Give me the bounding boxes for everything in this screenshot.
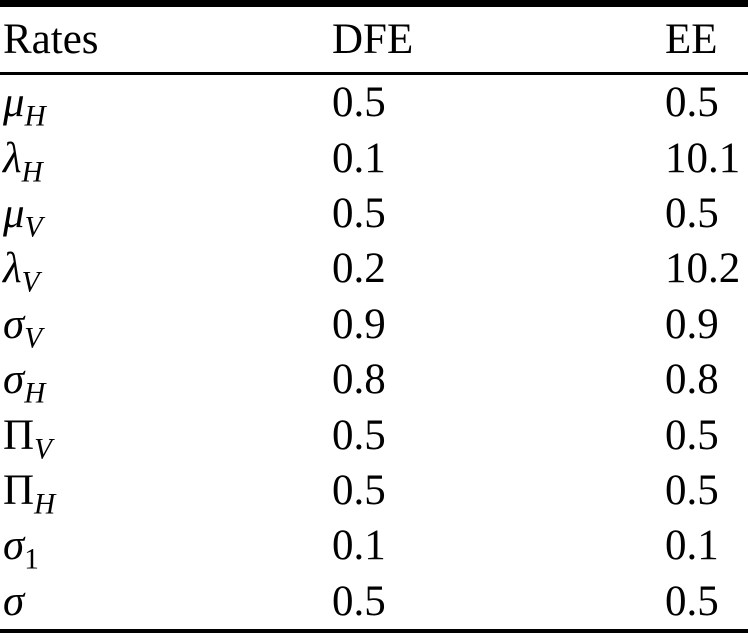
- table-row: σ 0.5 0.5: [0, 574, 748, 629]
- rate-symbol: λH: [0, 134, 332, 187]
- dfe-value: 0.5: [332, 466, 386, 514]
- rate-symbol: σ: [0, 577, 332, 626]
- rate-symbol: ΠV: [0, 411, 332, 464]
- rate-symbol-letter: σ: [3, 522, 25, 570]
- ee-value: 0.5: [665, 189, 719, 237]
- table-body: μH 0.5 0.5 λH 0.1 10.1 μV 0.5 0.5 λV 0.2…: [0, 75, 748, 629]
- rate-symbol-subscript: V: [24, 322, 43, 355]
- table-bottom-rule: [0, 628, 748, 633]
- table-row: λV 0.2 10.2: [0, 241, 748, 297]
- table-row: ΠV 0.5 0.5: [0, 407, 748, 464]
- rate-symbol-subscript: 1: [24, 543, 39, 576]
- dfe-value: 0.5: [332, 189, 386, 237]
- dfe-value: 0.5: [332, 411, 386, 459]
- dfe-value: 0.8: [332, 356, 386, 404]
- rate-symbol-letter: μ: [3, 189, 25, 237]
- rate-symbol-subscript: H: [21, 156, 43, 189]
- rate-symbol-subscript: V: [21, 266, 40, 299]
- table-row: σV 0.9 0.9: [0, 297, 748, 353]
- rate-symbol: λV: [0, 244, 332, 297]
- dfe-value: 0.1: [332, 522, 386, 570]
- ee-value: 0.9: [665, 300, 719, 348]
- dfe-value: 0.5: [332, 79, 386, 127]
- column-header-dfe: DFE: [332, 16, 414, 63]
- rate-symbol-letter: μ: [3, 79, 25, 127]
- rate-symbol-subscript: H: [24, 100, 46, 133]
- ee-value: 0.8: [665, 356, 719, 404]
- table-row: μV 0.5 0.5: [0, 186, 748, 242]
- rate-symbol-letter: λ: [3, 245, 22, 293]
- rate-symbol-letter: σ: [3, 300, 25, 348]
- ee-value: 0.5: [665, 79, 719, 127]
- table-header-row: Rates DFE EE: [0, 7, 748, 72]
- ee-value: 0.5: [665, 577, 719, 625]
- dfe-value: 0.5: [332, 577, 386, 625]
- rate-symbol-letter: σ: [3, 577, 25, 625]
- rate-symbol-subscript: V: [34, 433, 52, 466]
- rate-symbol-subscript: H: [24, 377, 46, 410]
- ee-value: 10.1: [665, 134, 741, 182]
- rate-symbol-subscript: H: [34, 488, 56, 521]
- table-row: λH 0.1 10.1: [0, 130, 748, 187]
- rate-symbol-letter: Π: [3, 466, 35, 514]
- rate-symbol: σV: [0, 300, 332, 353]
- dfe-value: 0.1: [332, 134, 386, 182]
- ee-value: 10.2: [665, 245, 741, 293]
- ee-value: 0.5: [665, 466, 719, 514]
- rate-symbol: σH: [0, 355, 332, 408]
- rate-symbol: σ1: [0, 521, 332, 574]
- table-row: μH 0.5 0.5: [0, 75, 748, 131]
- header-separator-rule: [0, 72, 748, 75]
- rate-symbol-subscript: V: [24, 211, 43, 244]
- column-header-rates: Rates: [3, 16, 99, 63]
- rate-symbol: ΠH: [0, 466, 332, 519]
- table-row: ΠH 0.5 0.5: [0, 463, 748, 519]
- column-header-ee: EE: [665, 16, 718, 63]
- dfe-value: 0.9: [332, 300, 386, 348]
- table-row: σ1 0.1 0.1: [0, 518, 748, 574]
- rate-symbol-letter: Π: [3, 411, 35, 459]
- ee-value: 0.1: [665, 522, 719, 570]
- table-top-rule: [0, 0, 748, 7]
- dfe-value: 0.2: [332, 245, 386, 293]
- ee-value: 0.5: [665, 411, 719, 459]
- rate-symbol: μV: [0, 189, 332, 242]
- table-row: σH 0.8 0.8: [0, 352, 748, 408]
- rate-symbol-letter: λ: [3, 134, 22, 182]
- rate-symbol-letter: σ: [3, 356, 25, 404]
- rate-symbol: μH: [0, 78, 332, 131]
